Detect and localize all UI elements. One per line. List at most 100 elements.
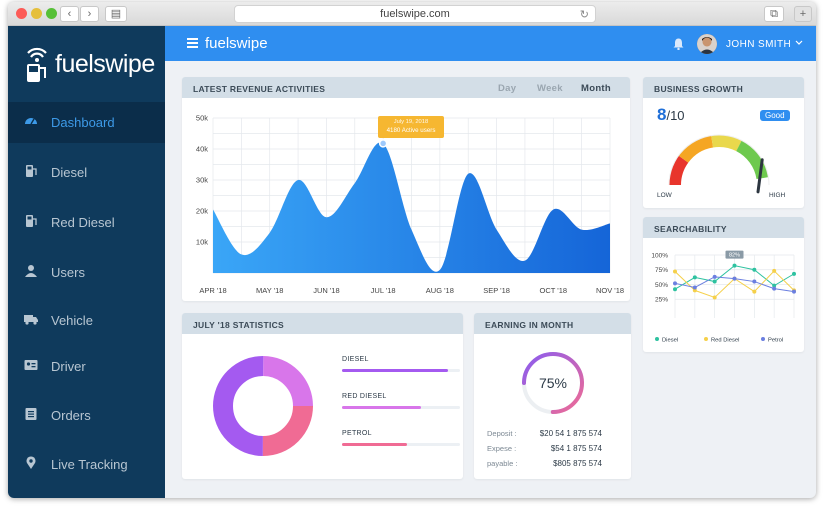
x-tick-label: AUG '18	[426, 286, 454, 295]
searchability-title: SEARCHABILITY	[654, 224, 727, 234]
gauge-needle	[756, 158, 764, 194]
earning-row-value: $805 875 574	[553, 459, 602, 468]
gauge-low-label: LOW	[657, 192, 672, 199]
data-point	[772, 286, 777, 291]
data-point	[712, 279, 717, 284]
avatar[interactable]	[697, 34, 717, 54]
maximize-window-button[interactable]	[46, 8, 57, 19]
data-point	[692, 275, 697, 280]
user-name[interactable]: JOHN SMITH	[726, 39, 792, 50]
stats-card-header: JULY '18 STATISTICS	[182, 313, 463, 334]
sidebar-item-users[interactable]: Users	[8, 252, 165, 293]
peak-badge-text: 82%	[729, 253, 740, 259]
back-button[interactable]: ‹	[60, 6, 79, 22]
sidebar-item-driver[interactable]: Driver	[8, 346, 165, 387]
y-tick-label: 20k	[196, 207, 208, 216]
highlighted-data-point[interactable]	[378, 139, 388, 148]
new-tab-button[interactable]: +	[794, 6, 812, 22]
y-tick-label: 50%	[655, 282, 668, 289]
tab-day[interactable]: Day	[498, 83, 517, 94]
searchability-card-header: SEARCHABILITY	[643, 217, 804, 238]
sidebar-item-red-diesel[interactable]: Red Diesel	[8, 202, 165, 243]
hamburger-menu-icon[interactable]	[187, 38, 198, 48]
sidebar-item-label: Users	[51, 265, 85, 280]
stat-progress-track	[342, 369, 460, 372]
data-point	[752, 279, 757, 284]
data-point	[792, 289, 796, 294]
searchability-line-chart: 100% 75% 50% 25% 82% Diesel Red Diesel Petrol	[651, 250, 796, 343]
data-point	[692, 288, 697, 293]
address-bar[interactable]: fuelswipe.com ↻	[234, 5, 596, 23]
data-point	[752, 267, 757, 272]
x-tick-label: SEP '18	[483, 286, 510, 295]
data-point	[772, 268, 777, 273]
legend-label: Diesel	[662, 337, 678, 343]
legend-label: Petrol	[768, 337, 783, 343]
x-tick-label: OCT '18	[540, 286, 568, 295]
sidebar: fuelswipe Dashboard Diesel Red Diesel Users…	[8, 26, 165, 498]
stat-bar-label: DIESEL	[342, 356, 369, 363]
y-tick-label: 40k	[196, 145, 208, 154]
revenue-title: LATEST REVENUE ACTIVITIES	[193, 84, 326, 94]
earning-percent: 75%	[538, 375, 568, 391]
sidebar-item-label: Vehicle	[51, 313, 93, 328]
earning-card-header: EARNING IN MONTH	[474, 313, 631, 334]
y-tick-label: 100%	[651, 252, 668, 259]
y-tick-label: 50k	[196, 114, 208, 123]
brand-logo[interactable]: fuelswipe	[18, 44, 158, 88]
forward-button[interactable]: ›	[80, 6, 99, 22]
data-point	[673, 281, 677, 286]
earning-row-label: payable :	[487, 459, 518, 468]
donut-slice-diesel	[213, 356, 313, 456]
tab-month[interactable]: Month	[581, 83, 611, 94]
revenue-area	[213, 142, 610, 273]
july-statistics-card: JULY '18 STATISTICS DIESEL RED DIESEL PETR…	[182, 313, 463, 479]
sidebar-item-label: Red Diesel	[51, 215, 115, 230]
peak-value-badge: 82%	[725, 250, 744, 259]
sidebar-item-label: Driver	[51, 359, 86, 374]
stat-progress-track	[342, 406, 460, 409]
sidebar-item-label: Orders	[51, 408, 91, 423]
data-point	[712, 274, 717, 279]
data-point	[692, 285, 697, 290]
brand-name: fuelswipe	[55, 50, 155, 78]
x-tick-label: JUN '18	[313, 286, 339, 295]
topbar-brand[interactable]: fuelswipe	[205, 35, 268, 52]
data-point	[792, 271, 796, 276]
growth-score-max: /10	[666, 108, 685, 123]
sidebar-item-vehicle[interactable]: Vehicle	[8, 300, 165, 341]
earning-title: EARNING IN MONTH	[485, 320, 574, 330]
growth-gauge	[668, 134, 770, 194]
data-point	[732, 276, 737, 281]
chevron-down-icon[interactable]	[795, 40, 803, 46]
id-card-icon	[24, 360, 38, 370]
browser-window: ‹ › ▤ fuelswipe.com ↻ ⧉ + fuelswipe Dash…	[8, 2, 816, 498]
tabs-overview-icon[interactable]: ⧉	[764, 6, 784, 22]
fuel-logo-icon	[27, 47, 47, 82]
browser-titlebar: ‹ › ▤ fuelswipe.com ↻ ⧉ +	[8, 2, 816, 26]
legend-marker	[704, 337, 708, 341]
legend-marker	[761, 337, 765, 341]
sidebar-item-diesel[interactable]: Diesel	[8, 152, 165, 193]
sidebar-item-label: Diesel	[51, 165, 88, 180]
earning-row-value: $20 54 1 875 574	[539, 429, 602, 438]
searchability-card: SEARCHABILITY 100% 75% 50% 25% 82% Diesel Red …	[643, 217, 804, 352]
x-tick-label: NOV '18	[596, 286, 624, 295]
donut-slice-petrol	[213, 356, 313, 456]
legend-marker	[655, 337, 659, 341]
x-tick-label: APR '18	[199, 286, 226, 295]
sidebar-item-live-tracking[interactable]: Live Tracking	[8, 444, 165, 485]
minimize-window-button[interactable]	[31, 8, 42, 19]
tab-week[interactable]: Week	[537, 83, 563, 94]
dashboard-gauge-icon	[25, 118, 37, 125]
sidebar-item-orders[interactable]: Orders	[8, 395, 165, 436]
notification-bell-icon[interactable]	[673, 38, 684, 50]
sidebar-toggle-icon[interactable]: ▤	[105, 6, 127, 22]
stat-progress-fill	[342, 406, 422, 409]
fuel-donut-chart	[213, 356, 313, 456]
reload-icon[interactable]: ↻	[579, 9, 589, 21]
close-window-button[interactable]	[16, 8, 27, 19]
earning-row-value: $54 1 875 574	[550, 444, 602, 453]
sidebar-item-dashboard[interactable]: Dashboard	[8, 102, 165, 143]
growth-status-badge: Good	[760, 110, 790, 121]
